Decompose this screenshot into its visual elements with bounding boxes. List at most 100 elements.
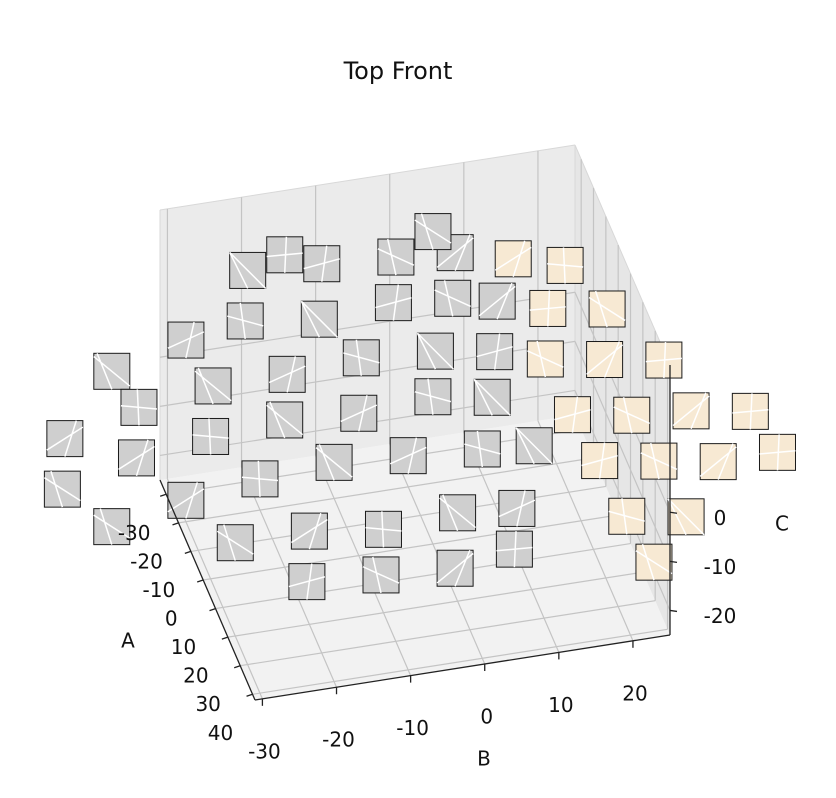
thumbnail [266,236,304,274]
thumbnail [342,339,380,377]
thumbnail [494,240,532,278]
x-axis-label: A [121,629,135,653]
thumbnail [498,489,536,527]
thumbnail-road [613,397,651,434]
grid-line [537,420,634,642]
y-tick-label: 0 [480,705,493,729]
thumbnail-road [375,284,412,321]
x-tick-label: -20 [130,549,163,573]
thumbnail-road [586,341,624,378]
thumbnail-road [288,563,326,600]
thumbnail [229,251,267,289]
thumbnail [436,549,474,587]
x-tick-label: 30 [195,692,220,716]
thumbnail-road [340,395,378,432]
thumbnail-road [93,353,131,390]
x-tick [172,522,179,526]
thumbnail-road [464,430,501,468]
pane-edge [159,144,576,211]
thumbnail-road [290,512,328,550]
y-tick-label: -30 [248,739,281,763]
thumbnail-road [498,490,536,527]
thumbnail [613,396,651,434]
grid-line [574,341,671,562]
thumbnail [758,433,796,471]
thumbnail-road [365,511,402,548]
thumbnail [167,321,205,359]
thumbnail [473,378,511,416]
thumbnail-road [436,549,474,587]
thumbnail [608,497,646,535]
thumbnail-road [416,332,454,370]
thumbnail [588,290,626,328]
thumbnail [192,417,230,455]
thumbnail-road [478,282,516,320]
thumbnail-road [362,556,400,594]
grid-line [166,428,582,495]
thumbnail-road [608,498,645,535]
thumbnail [526,340,564,378]
thumbnail-road [266,401,304,439]
thumbnail-road [436,234,474,271]
z-axis-label: C [775,512,789,536]
thumbnail-road [343,339,380,376]
thumbnail [303,245,341,283]
grid-line [252,628,668,695]
grid-line [203,514,619,581]
grid-line [215,542,631,610]
thumbnail [553,396,591,434]
thumbnail [667,498,705,536]
thumbnail [120,388,158,426]
thumbnail-road [759,434,796,471]
thumbnail-road [527,340,564,378]
thumbnail [374,284,412,322]
thumbnail-road [46,420,84,457]
panes [159,144,671,700]
x-tick-label: 40 [208,721,233,745]
thumbnail-road [439,494,477,532]
thumbnail-road [494,240,532,278]
z-tick-label: -20 [704,604,737,628]
y-tick-label: 20 [622,681,647,705]
thumbnail-road [414,378,452,415]
thumbnail-road [266,236,303,273]
back-pane [160,145,575,480]
x-tick [246,693,253,697]
thumbnail [645,341,683,379]
chart-title: Top Front [343,57,453,85]
thumbnail [46,420,84,458]
thumbnail-road [389,437,427,474]
thumbnail [266,401,304,439]
thumbnail-road [554,396,591,433]
thumbnail [300,300,338,338]
grid-line [178,457,594,524]
thumbnail [226,302,264,340]
thumbnail [290,512,328,550]
thumbnail-road [496,531,533,568]
thumbnail [640,442,678,480]
thumbnail-road [241,460,279,497]
thumbnail-road [120,389,158,426]
x-axis-line [159,479,256,701]
x-tick [184,550,192,555]
floor-pane [160,415,670,700]
z-tick [669,511,678,514]
thumbnail [117,439,155,477]
thumbnail [315,443,353,481]
thumbnail-road [118,439,155,477]
thumbnail [515,427,553,465]
thumbnail-road [434,280,472,317]
thumbnail [495,530,533,568]
y-axis-line [254,634,671,701]
thumbnail-road [581,442,618,479]
thumbnail-road [315,444,353,481]
thumbnail [167,481,205,519]
thumbnail-road [192,418,229,455]
x-tick-label: -30 [118,521,151,545]
thumbnail [586,341,624,379]
z-tick-label: -10 [704,555,737,579]
thumbnail-road [227,302,264,340]
thumbnail [43,470,81,508]
x-tick-label: 20 [183,664,208,688]
thumbnail-road [167,482,205,519]
